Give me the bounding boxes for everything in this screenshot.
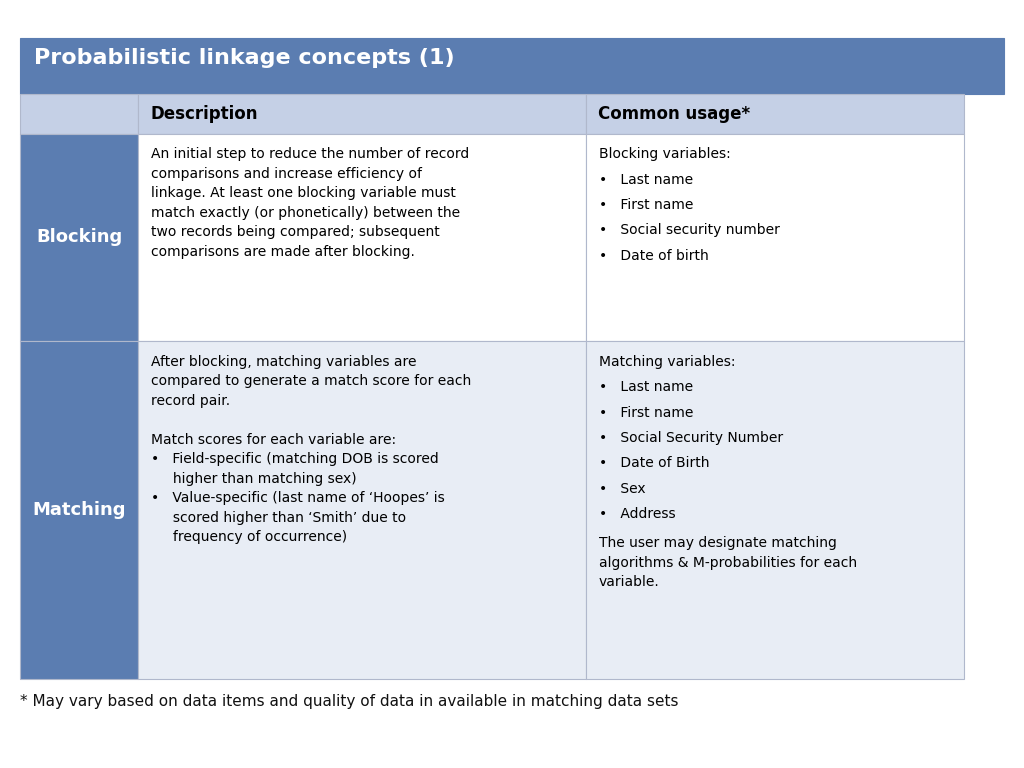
Text: Blocking variables:: Blocking variables:: [599, 147, 731, 161]
Text: Probabilistic linkage concepts (1): Probabilistic linkage concepts (1): [34, 48, 455, 68]
Text: After blocking, matching variables are
compared to generate a match score for ea: After blocking, matching variables are c…: [151, 355, 471, 545]
Bar: [20, 94, 138, 134]
Bar: [586, 94, 965, 134]
Text: •   Address: • Address: [599, 507, 676, 521]
Bar: [20, 341, 138, 679]
Text: •   First name: • First name: [599, 198, 693, 212]
Text: •   Last name: • Last name: [599, 380, 693, 394]
Text: •   Date of birth: • Date of birth: [599, 249, 709, 263]
Text: •   Social Security Number: • Social Security Number: [599, 431, 783, 445]
Text: Common usage*: Common usage*: [598, 104, 751, 123]
Text: •   Last name: • Last name: [599, 173, 693, 187]
Text: * May vary based on data items and quality of data in available in matching data: * May vary based on data items and quali…: [20, 694, 679, 710]
Text: The user may designate matching
algorithms & M-probabilities for each
variable.: The user may designate matching algorith…: [599, 536, 857, 589]
Bar: [138, 134, 586, 341]
Text: •   Social security number: • Social security number: [599, 223, 780, 237]
Bar: [138, 94, 586, 134]
Text: •   Sex: • Sex: [599, 482, 646, 495]
Text: Description: Description: [151, 104, 258, 123]
Text: Blocking: Blocking: [36, 228, 123, 247]
Bar: [586, 341, 965, 679]
Text: •   Date of Birth: • Date of Birth: [599, 456, 710, 470]
Text: Matching: Matching: [33, 501, 126, 519]
Bar: [20, 134, 138, 341]
Bar: [20, 38, 1004, 94]
Bar: [138, 341, 586, 679]
Text: •   First name: • First name: [599, 406, 693, 419]
Bar: [586, 134, 965, 341]
Text: Matching variables:: Matching variables:: [599, 355, 735, 369]
Text: An initial step to reduce the number of record
comparisons and increase efficien: An initial step to reduce the number of …: [151, 147, 469, 259]
